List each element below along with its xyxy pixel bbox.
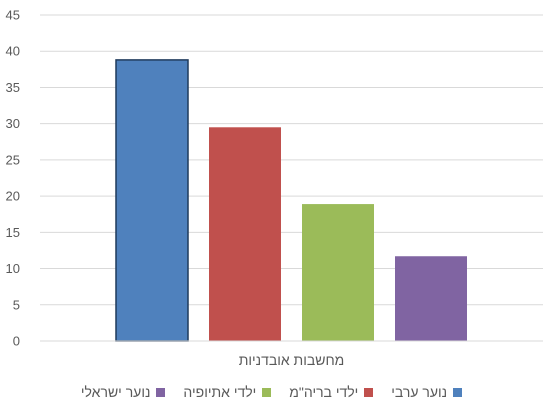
legend-label: נוער ישראלי [80,384,151,400]
legend-swatch [262,387,272,397]
bars [115,59,467,342]
y-tick-label: 20 [6,189,20,204]
category-label: מחשבות אובדניות [239,352,345,368]
legend-item-4: נוער ישראלי [81,384,166,400]
y-tick-label: 45 [6,8,20,23]
legend-swatch [156,387,166,397]
bar-3 [302,204,374,341]
legend-item-3: ילדי אתיופיה [183,384,272,400]
bar-chart: 0 5 10 15 20 25 30 35 40 45 מחשבות אובדניות [6,8,543,368]
legend-item-1: נוער ערבי [391,384,463,400]
y-tick-label: 10 [6,261,20,276]
y-tick-label: 15 [6,225,20,240]
y-tick-label: 35 [6,80,20,95]
bar-4 [395,256,467,341]
legend-label: ילדי אתיופיה [183,384,257,400]
y-tick-label: 40 [6,44,20,59]
y-tick-label: 5 [13,297,20,312]
legend-swatch [453,387,463,397]
y-axis-ticks: 0 5 10 15 20 25 30 35 40 45 [6,8,20,349]
bar-1 [115,59,189,342]
y-tick-label: 25 [6,152,20,167]
legend: נוער ערבי ילדי בריה"מ ילדי אתיופיה נוער ישר… [0,382,543,402]
y-tick-label: 0 [13,334,20,349]
legend-swatch [364,387,374,397]
legend-label: ילדי בריה"מ [289,384,359,400]
bar-2 [209,127,281,342]
y-tick-label: 30 [6,116,20,131]
legend-label: נוער ערבי [391,384,448,400]
legend-item-2: ילדי בריה"מ [289,384,374,400]
